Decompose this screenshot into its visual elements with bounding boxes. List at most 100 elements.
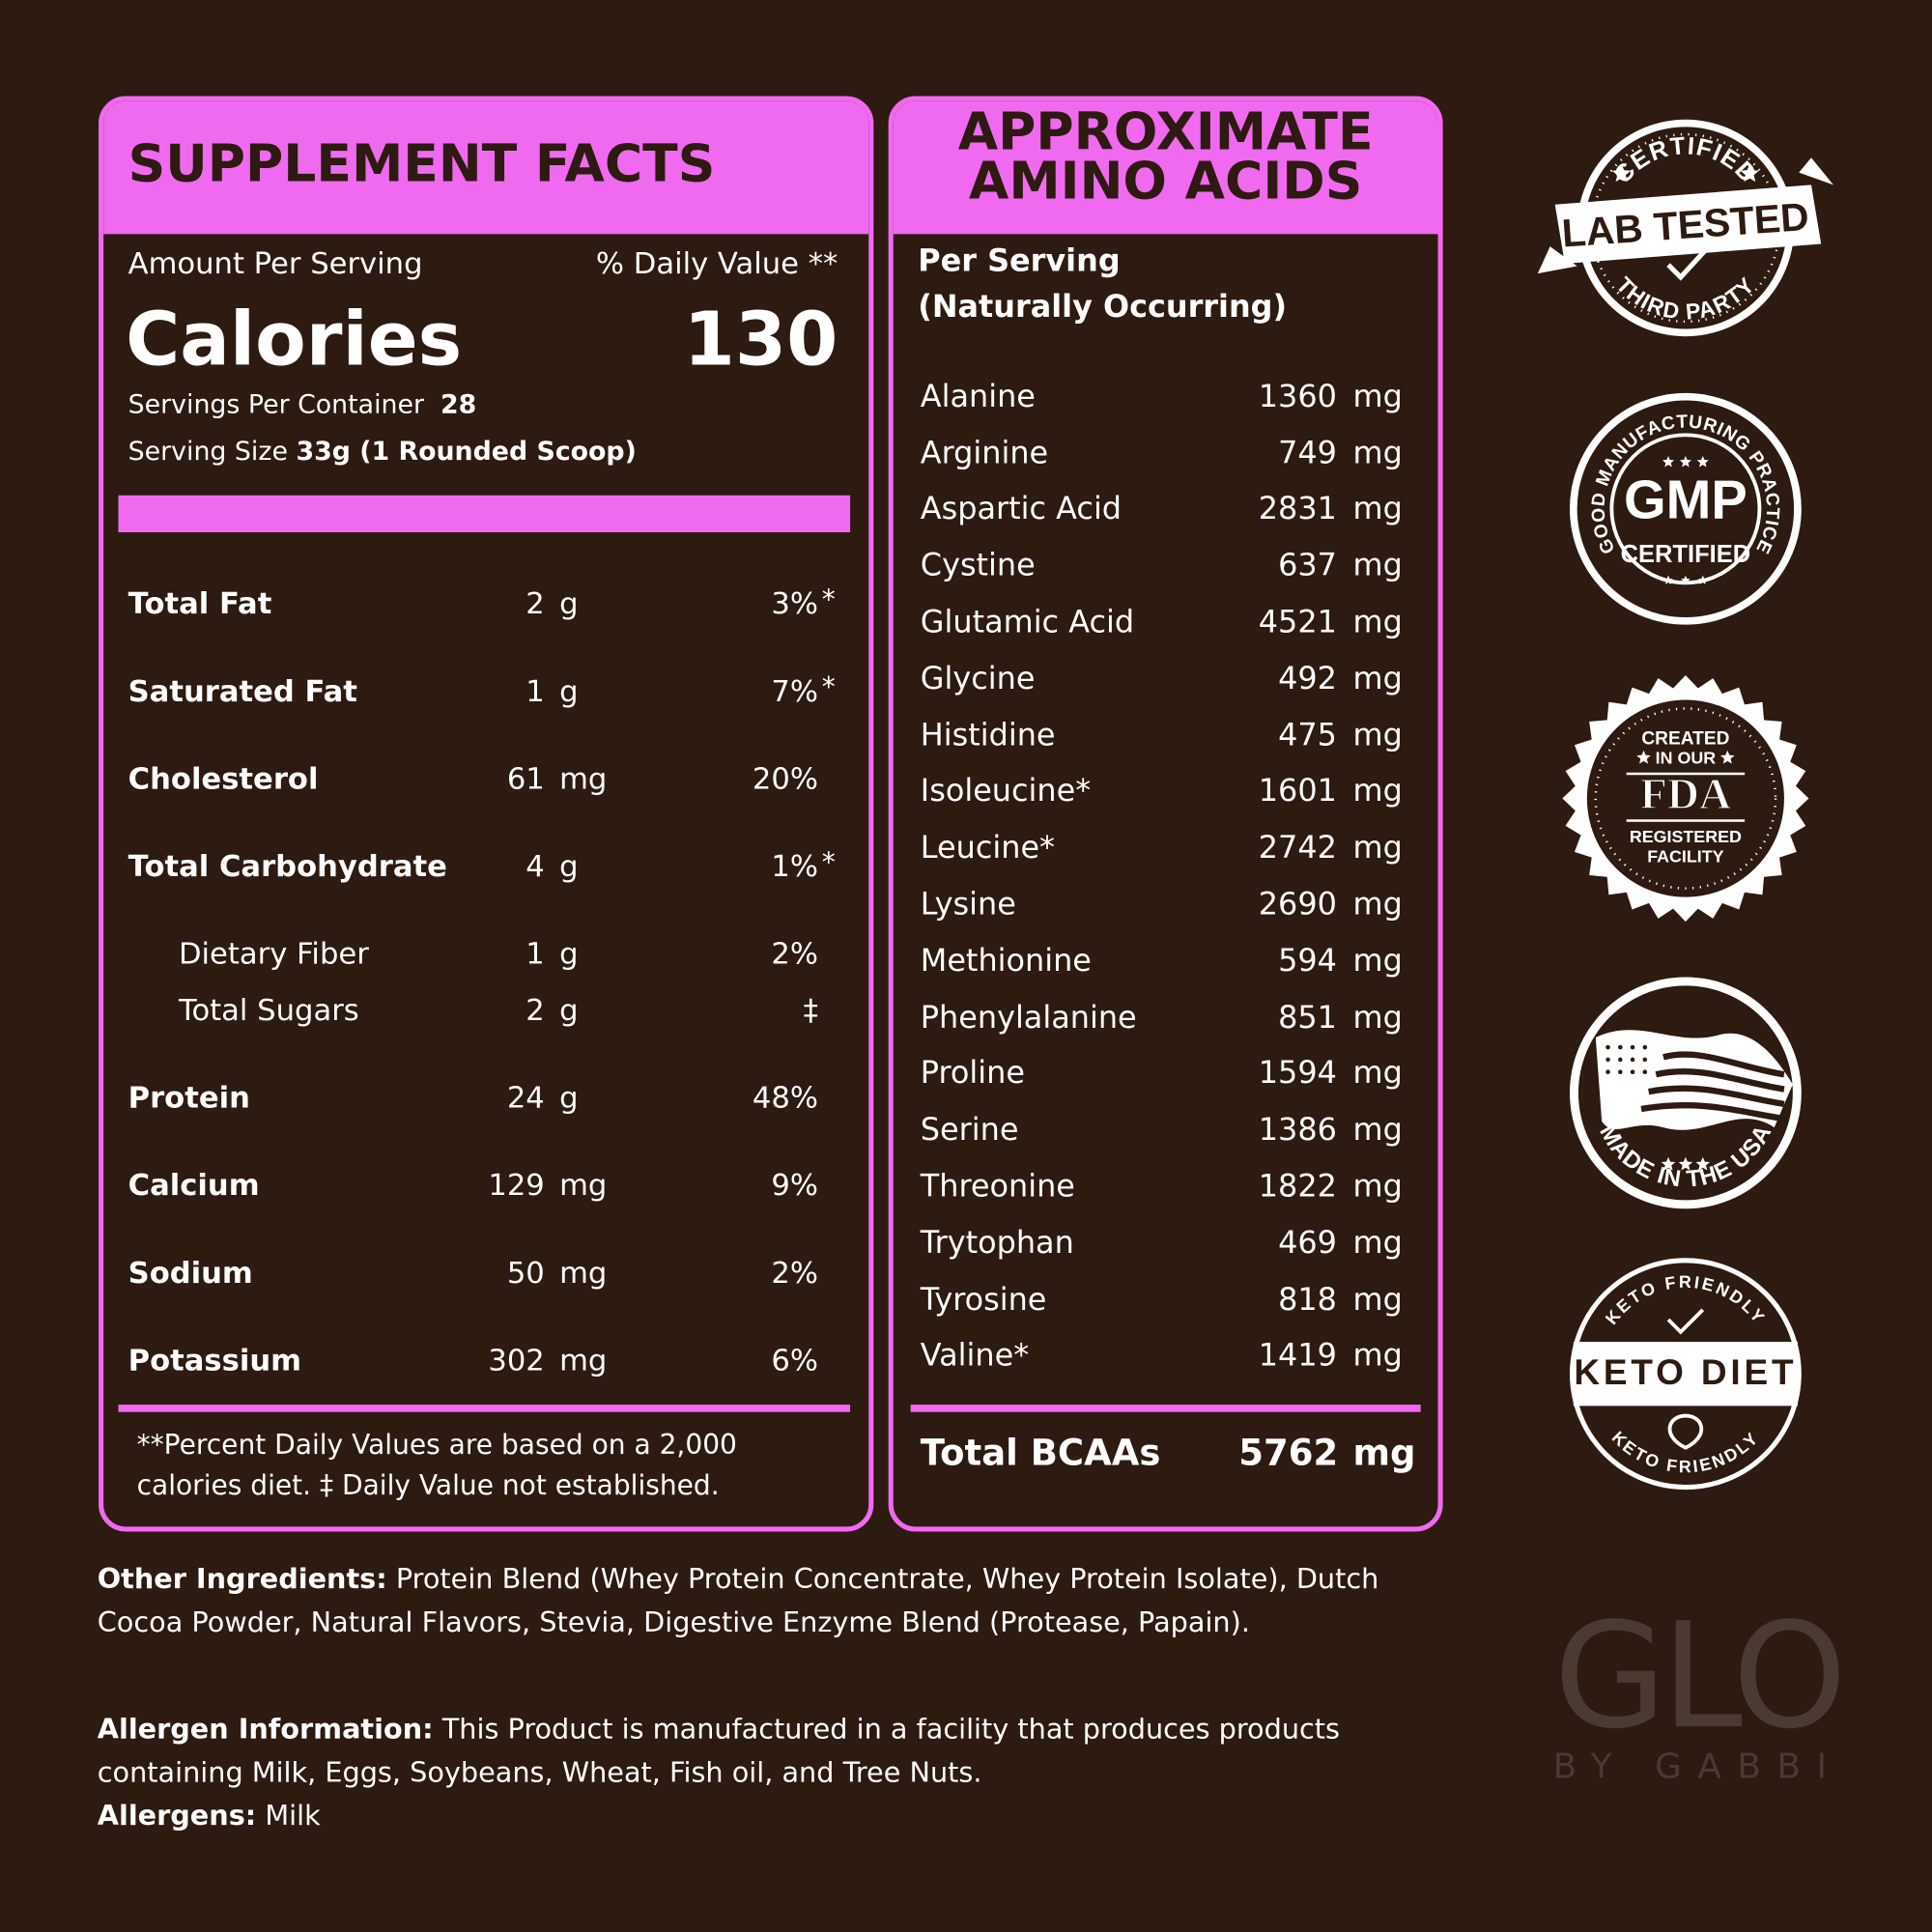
- daily-value: ‡: [803, 993, 818, 1029]
- daily-value: 2%: [771, 936, 818, 972]
- amino-name: Threonine: [920, 1168, 1075, 1205]
- flag-stripe: [1662, 1051, 1785, 1078]
- flag-star: [1630, 1069, 1635, 1074]
- panel-subtitle: Per Serving: [918, 242, 1121, 278]
- nutrient-label: Sodium: [128, 1256, 253, 1291]
- star-icon: [1678, 1156, 1693, 1171]
- amount: 475: [1278, 716, 1337, 753]
- nutrient-label: Total Fat: [128, 586, 272, 622]
- flag-stripe: [1640, 1102, 1785, 1122]
- daily-value: 1%: [771, 849, 818, 885]
- badge-line: CREATED: [1641, 728, 1729, 749]
- badge-main: KETO DIET: [1574, 1352, 1797, 1392]
- amino-name: Methionine: [920, 942, 1092, 979]
- amount: 851: [1278, 998, 1337, 1035]
- daily-value: 3%: [771, 586, 818, 622]
- unit: mg: [1352, 1280, 1403, 1317]
- serving-size-value: 33g (1 Rounded Scoop): [296, 436, 637, 467]
- servings-label: Servings Per Container 28: [128, 389, 477, 420]
- nutrient-label: Saturated Fat: [128, 674, 357, 709]
- amount: 2742: [1258, 829, 1337, 866]
- badge-line: REGISTERED: [1630, 827, 1742, 846]
- amount: 1: [526, 936, 545, 972]
- other-ingredients: Other Ingredients: Protein Blend (Whey P…: [98, 1559, 1453, 1645]
- amino-name: Phenylalanine: [920, 998, 1137, 1035]
- daily-value-mark: *: [821, 847, 836, 879]
- unit: mg: [1352, 942, 1403, 979]
- star-icon: [1695, 1156, 1711, 1171]
- amino-name: Glycine: [920, 660, 1036, 696]
- unit: mg: [1352, 603, 1403, 639]
- unit: g: [559, 936, 579, 972]
- amount: 2: [526, 993, 545, 1029]
- amino-name: Leucine*: [920, 829, 1056, 866]
- daily-value: 7%: [771, 674, 818, 709]
- label: Other Ingredients:: [97, 1563, 387, 1596]
- unit: mg: [1352, 1111, 1403, 1148]
- flag-star: [1617, 1044, 1623, 1050]
- sub-nutrient-label: Total Sugars: [178, 993, 359, 1029]
- amount: 749: [1278, 434, 1337, 470]
- unit: mg: [1352, 773, 1403, 810]
- amount: 24: [506, 1081, 545, 1116]
- panel-subtitle: (Naturally Occurring): [918, 288, 1288, 325]
- amount: 1601: [1258, 773, 1337, 810]
- amino-name: Lysine: [920, 886, 1016, 923]
- amount: 2: [526, 586, 545, 622]
- amino-header: [893, 100, 1438, 235]
- amino-name: Cystine: [920, 547, 1036, 583]
- amount: 50: [506, 1256, 545, 1291]
- amino-name: Glutamic Acid: [920, 603, 1135, 639]
- unit: mg: [1352, 660, 1403, 696]
- logo-sub: BY GABBI: [1552, 1746, 1843, 1787]
- daily-value: 20%: [752, 761, 818, 797]
- serving-size-label: Serving Size 33g (1 Rounded Scoop): [128, 436, 637, 469]
- allergens: Allergens: Milk: [98, 1795, 1379, 1838]
- amount: 637: [1278, 547, 1337, 583]
- unit: mg: [1352, 1168, 1403, 1205]
- text: This Product is manufactured in a facili…: [97, 1714, 1340, 1790]
- total-unit: mg: [1352, 1432, 1416, 1474]
- star-icon: [1696, 455, 1709, 468]
- flag-star: [1642, 1044, 1648, 1050]
- daily-value: 2%: [771, 1256, 818, 1291]
- badge-band: [1573, 1342, 1798, 1406]
- amino-name: Alanine: [920, 378, 1036, 414]
- text: Milk: [265, 1800, 321, 1833]
- star-icon: [1661, 1156, 1676, 1171]
- panel-title: AMINO ACIDS: [968, 150, 1363, 211]
- unit: mg: [1352, 1055, 1403, 1092]
- daily-value-header: % Daily Value **: [595, 246, 838, 282]
- supplement-header: [103, 100, 869, 235]
- unit: mg: [1352, 886, 1403, 923]
- unit: g: [559, 849, 579, 885]
- nutrient-label: Total Carbohydrate: [128, 849, 447, 885]
- text: Protein Blend (Whey Protein Concentrate,…: [97, 1563, 1379, 1639]
- badge-line: FACILITY: [1647, 846, 1723, 866]
- footnote: **Percent Daily Values are based on a 2,…: [136, 1430, 737, 1502]
- flag-stripe: [1648, 1085, 1785, 1108]
- amino-name: Trytophan: [920, 1224, 1074, 1261]
- unit: mg: [1352, 998, 1403, 1035]
- unit: mg: [1352, 716, 1403, 753]
- amount: 469: [1278, 1224, 1337, 1261]
- calories-value: 130: [683, 297, 838, 384]
- serving-size-label: Serving Size: [128, 436, 288, 467]
- check-icon: [1666, 245, 1710, 281]
- unit: mg: [1352, 491, 1403, 527]
- amount: 4: [526, 849, 545, 885]
- amount: 1: [526, 674, 545, 709]
- daily-value-mark: *: [821, 584, 836, 616]
- badge-sub: CERTIFIED: [1621, 541, 1751, 568]
- badge-dots: [1594, 707, 1777, 890]
- nutrient-label: Potassium: [128, 1343, 302, 1378]
- nutrient-label: Calcium: [128, 1168, 260, 1204]
- unit: g: [559, 586, 579, 622]
- amount: 61: [506, 761, 545, 797]
- unit: mg: [1352, 378, 1403, 414]
- amino-name: Valine*: [920, 1337, 1030, 1374]
- flag: [1595, 1030, 1793, 1130]
- unit: mg: [559, 1168, 608, 1204]
